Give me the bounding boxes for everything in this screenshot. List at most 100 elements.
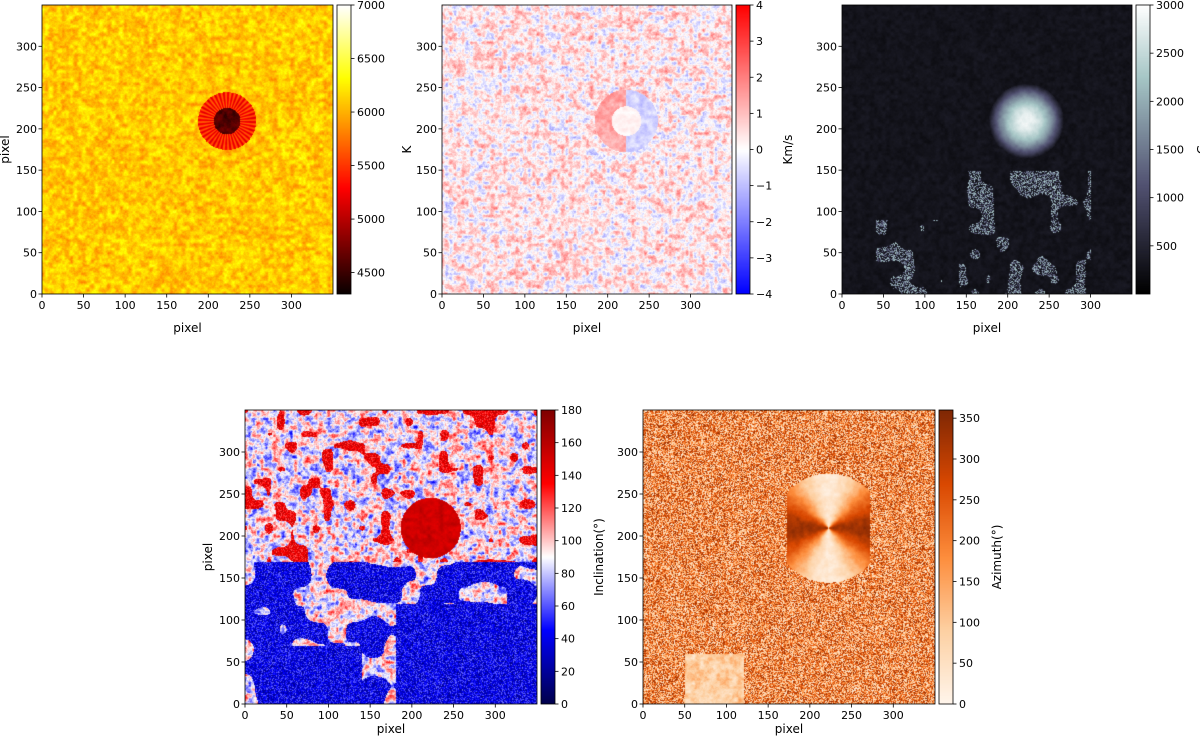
y-tick-label: 150 — [16, 164, 37, 177]
colorbar-tick-label: 1500 — [1156, 144, 1184, 157]
colorbar-frame — [540, 409, 556, 705]
y-tick-label: 250 — [16, 82, 37, 95]
x-tick-label: 100 — [716, 709, 737, 722]
x-tick-label: 50 — [876, 299, 890, 312]
x-tick-label: 100 — [115, 299, 136, 312]
colorbar — [939, 410, 953, 704]
y-tick-label: 0 — [430, 288, 437, 301]
colorbar — [337, 5, 351, 294]
colorbar-tick-label: 0 — [756, 144, 763, 157]
x-axis-label: pixel — [573, 321, 601, 335]
colorbar-tick-label: 60 — [561, 600, 575, 613]
colorbar-tick-label: 4 — [756, 0, 763, 12]
colorbar-label: Km/s — [781, 135, 795, 165]
y-tick-label: 0 — [233, 698, 240, 711]
colorbar-tick-label: 40 — [561, 633, 575, 646]
colorbar-tick-label: 100 — [561, 535, 582, 548]
colorbar-tick-label: 350 — [959, 412, 980, 425]
colorbar-tick-label: 6500 — [357, 53, 385, 66]
colorbar-tick-label: −4 — [756, 288, 772, 301]
y-tick-label: 300 — [816, 40, 837, 53]
y-tick-label: 100 — [16, 205, 37, 218]
y-tick-label: 150 — [617, 572, 638, 585]
x-tick-label: 0 — [640, 709, 647, 722]
colorbar-tick-label: 500 — [1156, 240, 1177, 253]
heatmap-image — [643, 410, 935, 704]
y-tick-label: 200 — [16, 123, 37, 136]
x-axis-label: pixel — [775, 722, 803, 736]
y-tick-label: 50 — [823, 247, 837, 260]
heatmap-image — [842, 5, 1132, 294]
colorbar-label: G — [1195, 145, 1200, 154]
y-tick-label: 50 — [423, 247, 437, 260]
colorbar-tick-label: 3 — [756, 35, 763, 48]
x-tick-label: 250 — [1039, 299, 1060, 312]
colorbar — [541, 410, 555, 704]
colorbar-tick-label: 4500 — [357, 267, 385, 280]
colorbar-label: Inclination(°) — [592, 518, 606, 596]
y-tick-label: 300 — [416, 40, 437, 53]
x-tick-label: 200 — [198, 299, 219, 312]
y-tick-label: 100 — [816, 205, 837, 218]
colorbar-tick-label: 100 — [959, 616, 980, 629]
colorbar-tick-label: 180 — [561, 404, 582, 417]
x-axis-label: pixel — [973, 321, 1001, 335]
y-tick-label: 0 — [631, 698, 638, 711]
y-tick-label: 0 — [30, 288, 37, 301]
plot-frame — [841, 4, 1133, 295]
colorbar-tick-label: 0 — [959, 698, 966, 711]
x-tick-label: 50 — [77, 299, 91, 312]
colorbar-tick-label: 160 — [561, 437, 582, 450]
x-tick-label: 150 — [758, 709, 779, 722]
colorbar-tick-label: 3000 — [1156, 0, 1184, 12]
colorbar-tick-label: 5500 — [357, 160, 385, 173]
y-tick-label: 200 — [219, 530, 240, 543]
y-tick-label: 200 — [416, 123, 437, 136]
colorbar-label: Azimuth(°) — [990, 525, 1004, 590]
colorbar-tick-label: 2 — [756, 71, 763, 84]
x-tick-label: 200 — [597, 299, 618, 312]
colorbar-frame — [336, 4, 352, 295]
colorbar-tick-label: 200 — [959, 535, 980, 548]
plot-frame — [441, 4, 733, 295]
colorbar-frame — [938, 409, 954, 705]
colorbar-tick-label: 7000 — [357, 0, 385, 12]
plot-frame — [41, 4, 334, 295]
y-tick-label: 300 — [617, 446, 638, 459]
colorbar-tick-label: 50 — [959, 657, 973, 670]
y-tick-label: 300 — [219, 446, 240, 459]
x-tick-label: 200 — [799, 709, 820, 722]
x-tick-label: 50 — [476, 299, 490, 312]
plot-frame — [642, 409, 936, 705]
panel-temperature: 0 50 100 150 200 250 300 0 50 100 150 200 250 300 pixe… — [0, 0, 414, 335]
y-tick-label: 300 — [16, 40, 37, 53]
x-tick-label: 250 — [639, 299, 660, 312]
y-tick-label: 100 — [416, 205, 437, 218]
x-tick-label: 300 — [883, 709, 904, 722]
y-tick-label: 150 — [816, 164, 837, 177]
heatmap-image — [245, 410, 537, 704]
colorbar-tick-label: 150 — [959, 576, 980, 589]
x-tick-label: 200 — [997, 299, 1018, 312]
colorbar-tick-label: 120 — [561, 502, 582, 515]
colorbar-tick-label: −1 — [756, 180, 772, 193]
y-tick-label: 200 — [617, 530, 638, 543]
y-tick-label: 100 — [219, 614, 240, 627]
colorbar-tick-label: −2 — [756, 216, 772, 229]
y-tick-label: 200 — [816, 123, 837, 136]
y-tick-label: 250 — [219, 488, 240, 501]
heatmap-image — [42, 5, 333, 294]
colorbar-tick-label: −3 — [756, 252, 772, 265]
y-tick-label: 150 — [219, 572, 240, 585]
y-tick-label: 250 — [617, 488, 638, 501]
colorbar-tick-label: 0 — [561, 698, 568, 711]
x-tick-label: 150 — [156, 299, 177, 312]
panel-field_strength: 0 50 100 150 200 250 300050100150200250300pixe… — [816, 0, 1200, 335]
x-tick-label: 100 — [914, 299, 935, 312]
x-tick-label: 250 — [841, 709, 862, 722]
x-axis-label: pixel — [173, 321, 201, 335]
x-tick-label: 100 — [514, 299, 535, 312]
colorbar-tick-label: 2000 — [1156, 95, 1184, 108]
y-axis-label: pixel — [201, 543, 215, 571]
y-axis-label: pixel — [0, 135, 12, 163]
